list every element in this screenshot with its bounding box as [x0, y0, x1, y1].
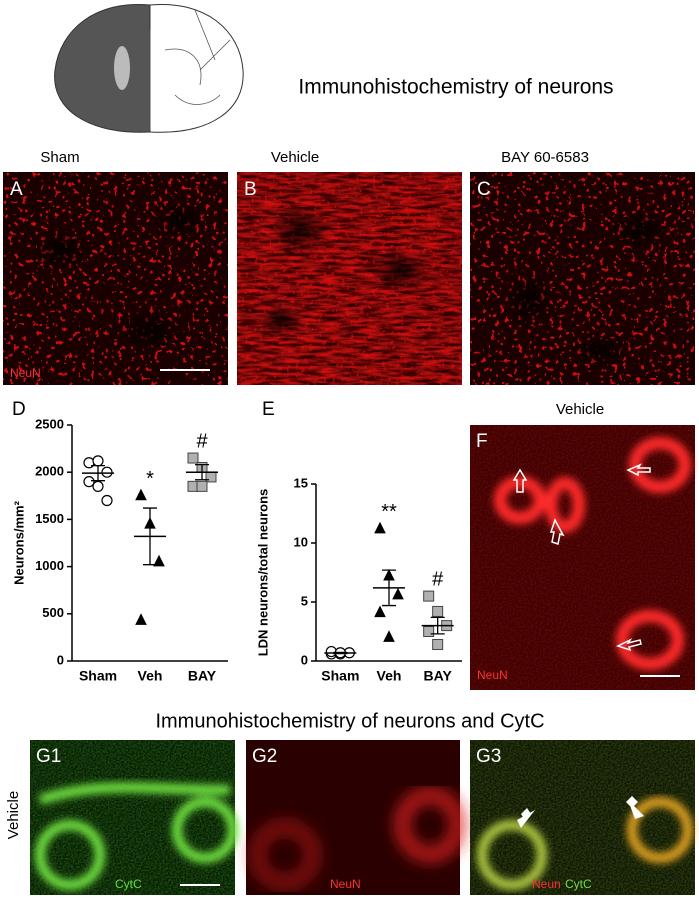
y-axis-label: LDN neurons/total neurons: [255, 489, 270, 657]
data-point: [83, 457, 95, 469]
micrograph-c: [470, 172, 695, 385]
data-point: [187, 452, 199, 464]
data-point: [153, 554, 165, 567]
annotation: #: [432, 568, 444, 590]
data-point: [374, 605, 386, 618]
micrograph-g1: [30, 740, 238, 895]
error-bar: [430, 616, 445, 635]
x-tick-label: Sham: [79, 668, 117, 684]
stain-label: NeuN: [330, 877, 361, 891]
stain-label: CytC: [115, 877, 142, 891]
annotation: **: [381, 501, 397, 523]
data-point: [101, 466, 113, 478]
data-point: [423, 590, 435, 602]
panel-label: F: [476, 431, 488, 452]
stain-label: CytC: [565, 877, 592, 891]
y-tick-label: 2000: [35, 464, 64, 479]
annotation: *: [146, 468, 154, 490]
y-tick-label: 5: [301, 593, 308, 608]
column-label: Vehicle: [271, 149, 319, 166]
data-point: [432, 605, 444, 617]
panel-label: G2: [252, 746, 277, 767]
data-point: [432, 638, 444, 650]
micrograph-g2: [246, 740, 464, 895]
micrograph-b: [237, 172, 462, 385]
stain-label: Neun: [532, 877, 561, 891]
error-bar: [91, 464, 105, 482]
panel-label: D: [12, 399, 26, 420]
data-point: [374, 521, 386, 534]
y-tick-label: 2500: [35, 416, 64, 431]
micrograph-g3: [470, 740, 695, 895]
stain-label: NeuN: [10, 366, 41, 380]
row-label: Vehicle: [5, 791, 22, 839]
error-bar: [382, 569, 396, 607]
y-tick-label: 0: [57, 652, 64, 667]
error-bar: [333, 651, 348, 655]
y-tick-label: 1000: [35, 558, 64, 573]
data-point: [423, 626, 435, 637]
brain-diagram: [54, 3, 244, 133]
panel-label: C: [477, 179, 491, 200]
data-point: [135, 613, 147, 625]
error-bar: [195, 463, 209, 481]
stain-label: NeuN: [477, 668, 508, 682]
y-tick-label: 15: [294, 475, 308, 490]
column-label: BAY 60-6583: [501, 149, 589, 166]
micrograph-f: [470, 425, 695, 690]
y-tick-label: 10: [294, 534, 308, 549]
data-point: [205, 471, 217, 483]
data-point: [135, 488, 147, 501]
x-tick-label: BAY: [424, 668, 453, 684]
y-axis-label: Neurons/mm²: [11, 500, 26, 584]
data-point: [325, 645, 337, 658]
column-label: Sham: [40, 149, 79, 166]
data-point: [101, 494, 113, 507]
title: Immunohistochemistry of neurons: [298, 76, 613, 99]
panel-label: G3: [476, 746, 501, 767]
panel-header: Vehicle: [556, 401, 604, 418]
panel-label: E: [262, 399, 275, 420]
x-tick-label: Veh: [377, 668, 402, 684]
panel-label: B: [244, 179, 257, 200]
y-tick-label: 0: [301, 652, 308, 667]
panel-label: A: [10, 179, 23, 200]
data-point: [92, 455, 104, 467]
data-point: [92, 480, 104, 492]
annotation: #: [196, 430, 208, 452]
data-point: [392, 587, 404, 600]
data-point: [383, 630, 395, 642]
title: Immunohistochemistry of neurons and CytC: [155, 710, 544, 732]
data-point: [83, 476, 95, 488]
x-tick-label: BAY: [188, 668, 217, 684]
micrograph-a: [3, 172, 228, 385]
y-tick-label: 500: [42, 605, 64, 620]
error-bar: [143, 507, 157, 566]
data-point: [196, 480, 208, 492]
x-tick-label: Veh: [138, 668, 163, 684]
panel-label: G1: [36, 746, 61, 767]
x-tick-label: Sham: [321, 668, 359, 684]
y-tick-label: 1500: [35, 511, 64, 526]
